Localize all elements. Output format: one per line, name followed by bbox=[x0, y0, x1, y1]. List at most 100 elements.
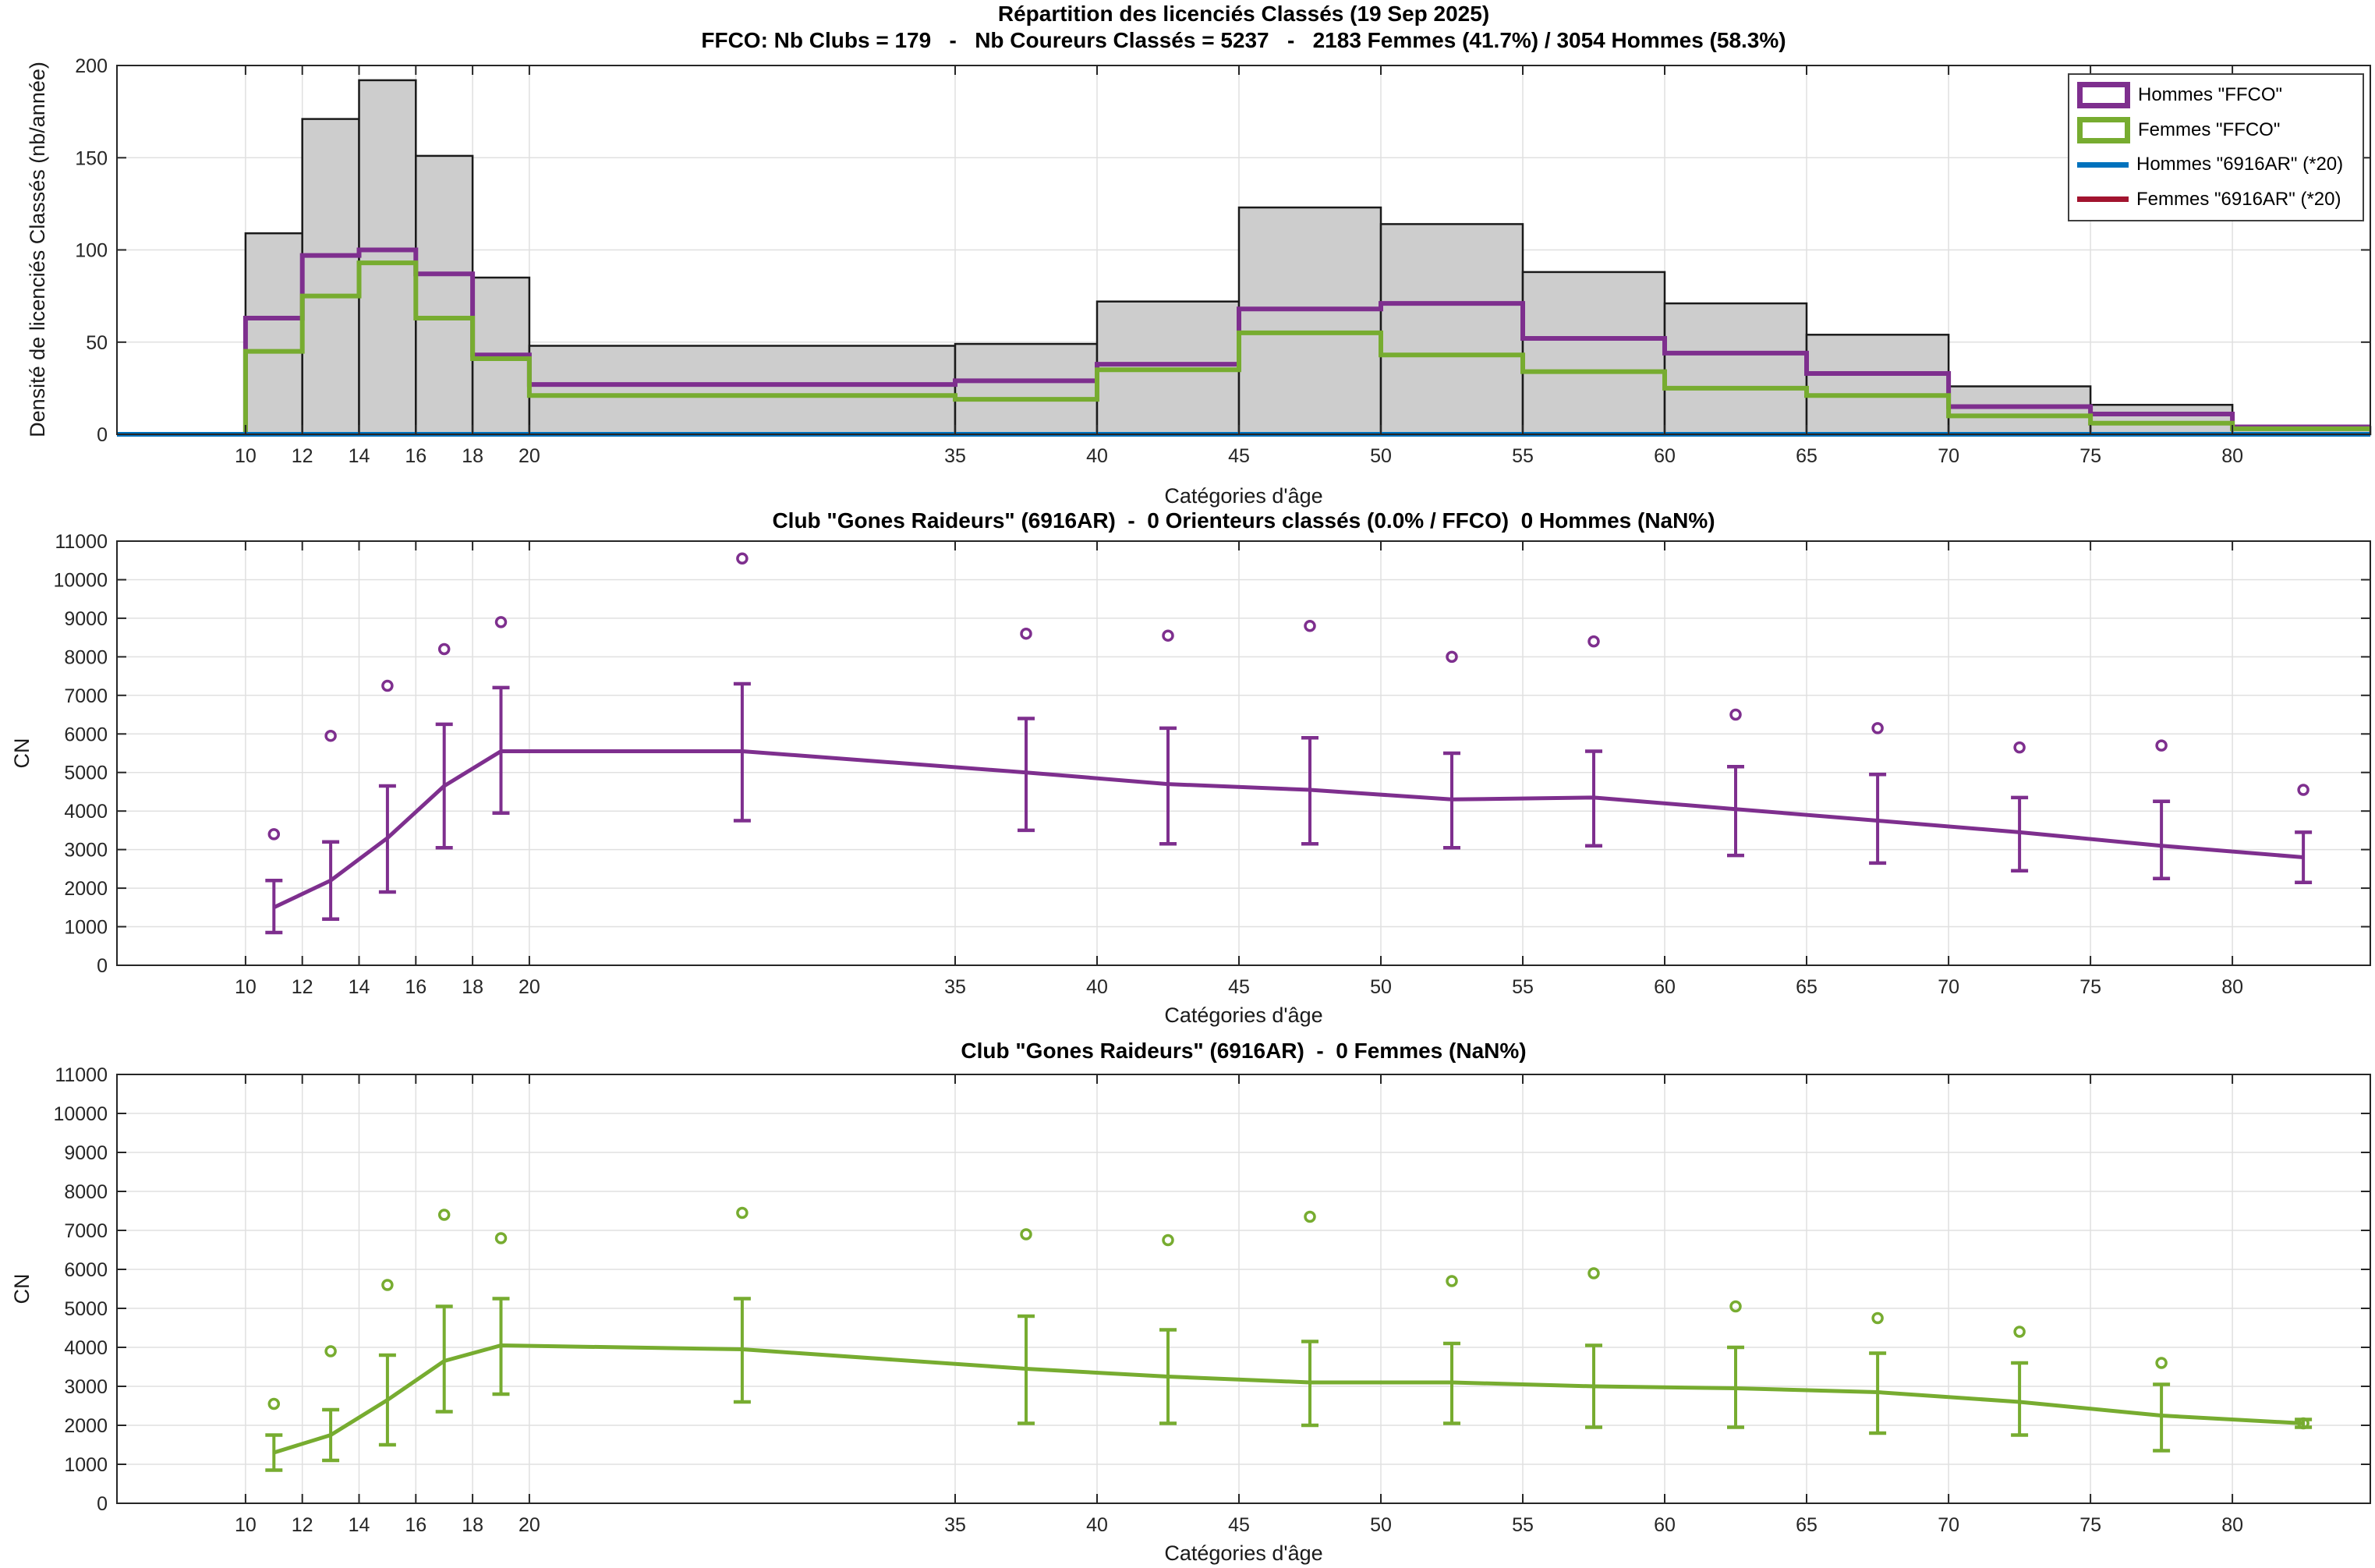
x-tick-label: 75 bbox=[2079, 976, 2101, 998]
y-tick-label: 5000 bbox=[64, 1298, 108, 1320]
x-tick-label: 65 bbox=[1796, 976, 1818, 998]
x-tick-label: 60 bbox=[1654, 976, 1676, 998]
x-tick-label: 18 bbox=[462, 1514, 483, 1536]
x-tick-label: 14 bbox=[349, 445, 370, 467]
legend-swatch-box bbox=[2077, 116, 2130, 143]
hist-x-axis-label: Catégories d'âge bbox=[1164, 484, 1323, 508]
x-tick-label: 18 bbox=[462, 445, 483, 467]
y-tick-label: 100 bbox=[75, 240, 108, 262]
x-tick-label: 75 bbox=[2079, 1514, 2101, 1536]
y-tick-label: 8000 bbox=[64, 646, 108, 668]
y-tick-label: 7000 bbox=[64, 1220, 108, 1242]
x-tick-label: 20 bbox=[519, 445, 540, 467]
legend-swatch-box bbox=[2077, 82, 2130, 109]
x-tick-label: 45 bbox=[1228, 445, 1250, 467]
y-tick-label: 3000 bbox=[64, 840, 108, 862]
y-tick-label: 6000 bbox=[64, 724, 108, 745]
y-tick-label: 4000 bbox=[64, 801, 108, 823]
y-tick-label: 200 bbox=[75, 55, 108, 77]
legend-item: Femmes "6916AR" (*20) bbox=[2077, 184, 2363, 215]
x-tick-label: 80 bbox=[2221, 445, 2243, 467]
figure-title-line1: Répartition des licenciés Classés (19 Se… bbox=[997, 2, 1490, 26]
x-tick-label: 60 bbox=[1654, 445, 1676, 467]
hommes-y-axis-label: CN bbox=[10, 738, 34, 769]
femmes-y-axis-label: CN bbox=[10, 1273, 34, 1304]
legend-item: Hommes "6916AR" (*20) bbox=[2077, 149, 2363, 180]
figure-title-line2: FFCO: Nb Clubs = 179 - Nb Coureurs Class… bbox=[701, 28, 1786, 52]
y-tick-label: 9000 bbox=[64, 1142, 108, 1164]
x-tick-label: 50 bbox=[1370, 1514, 1392, 1536]
legend-label: Femmes "FFCO" bbox=[2138, 119, 2281, 140]
x-tick-label: 80 bbox=[2221, 976, 2243, 998]
x-tick-label: 14 bbox=[349, 976, 370, 998]
x-tick-label: 20 bbox=[519, 976, 540, 998]
y-tick-label: 11000 bbox=[55, 1064, 108, 1086]
y-tick-label: 10000 bbox=[53, 570, 108, 592]
legend-label: Femmes "6916AR" (*20) bbox=[2136, 188, 2341, 210]
y-tick-label: 4000 bbox=[64, 1337, 108, 1359]
hommes-chart-title: Club "Gones Raideurs" (6916AR) - 0 Orien… bbox=[772, 508, 1715, 533]
x-tick-label: 10 bbox=[235, 976, 257, 998]
x-tick-label: 70 bbox=[1938, 976, 1959, 998]
x-tick-label: 80 bbox=[2221, 1514, 2243, 1536]
legend-label: Hommes "6916AR" (*20) bbox=[2136, 154, 2344, 175]
y-tick-label: 1000 bbox=[64, 1454, 108, 1476]
hommes-x-axis-label: Catégories d'âge bbox=[1164, 1003, 1323, 1027]
y-tick-label: 8000 bbox=[64, 1181, 108, 1203]
x-tick-label: 12 bbox=[292, 1514, 313, 1536]
x-tick-label: 70 bbox=[1938, 1514, 1959, 1536]
y-tick-label: 0 bbox=[97, 955, 108, 977]
y-tick-label: 0 bbox=[97, 1493, 108, 1515]
y-tick-label: 50 bbox=[86, 332, 108, 354]
x-tick-label: 20 bbox=[519, 1514, 540, 1536]
y-tick-label: 10000 bbox=[53, 1103, 108, 1125]
x-tick-label: 14 bbox=[349, 1514, 370, 1536]
femmes-chart-title: Club "Gones Raideurs" (6916AR) - 0 Femme… bbox=[961, 1039, 1527, 1063]
x-tick-label: 35 bbox=[944, 976, 966, 998]
femmes-x-axis-label: Catégories d'âge bbox=[1164, 1541, 1323, 1565]
y-tick-label: 6000 bbox=[64, 1259, 108, 1281]
x-tick-label: 12 bbox=[292, 445, 313, 467]
x-tick-label: 60 bbox=[1654, 1514, 1676, 1536]
legend-item: Hommes "FFCO" bbox=[2077, 80, 2363, 111]
y-tick-label: 2000 bbox=[64, 878, 108, 900]
x-tick-label: 10 bbox=[235, 445, 257, 467]
x-tick-label: 35 bbox=[944, 1514, 966, 1536]
x-tick-label: 12 bbox=[292, 976, 313, 998]
x-tick-label: 40 bbox=[1086, 1514, 1108, 1536]
y-tick-label: 1000 bbox=[64, 917, 108, 939]
y-tick-label: 9000 bbox=[64, 608, 108, 630]
legend-swatch-line bbox=[2077, 196, 2129, 203]
y-tick-label: 3000 bbox=[64, 1376, 108, 1398]
x-tick-label: 65 bbox=[1796, 445, 1818, 467]
x-tick-label: 55 bbox=[1512, 976, 1534, 998]
legend-swatch-line bbox=[2077, 161, 2129, 168]
x-tick-label: 40 bbox=[1086, 445, 1108, 467]
x-tick-label: 45 bbox=[1228, 976, 1250, 998]
y-tick-label: 5000 bbox=[64, 763, 108, 784]
x-tick-label: 50 bbox=[1370, 976, 1392, 998]
x-tick-label: 50 bbox=[1370, 445, 1392, 467]
y-tick-label: 0 bbox=[97, 424, 108, 446]
x-tick-label: 75 bbox=[2079, 445, 2101, 467]
x-tick-label: 16 bbox=[405, 976, 427, 998]
x-tick-label: 70 bbox=[1938, 445, 1959, 467]
x-tick-label: 10 bbox=[235, 1514, 257, 1536]
x-tick-label: 16 bbox=[405, 445, 427, 467]
y-tick-label: 2000 bbox=[64, 1415, 108, 1437]
legend-label: Hommes "FFCO" bbox=[2138, 84, 2283, 106]
legend: Hommes "FFCO" Femmes "FFCO" Hommes "6916AR… bbox=[2068, 73, 2364, 221]
y-tick-label: 150 bbox=[75, 147, 108, 169]
y-tick-label: 7000 bbox=[64, 685, 108, 707]
y-tick-label: 11000 bbox=[55, 531, 108, 553]
x-tick-label: 18 bbox=[462, 976, 483, 998]
hist-y-axis-label: Densité de licenciés Classés (nb/année) bbox=[26, 62, 49, 437]
x-tick-label: 45 bbox=[1228, 1514, 1250, 1536]
legend-item: Femmes "FFCO" bbox=[2077, 115, 2363, 146]
x-tick-label: 40 bbox=[1086, 976, 1108, 998]
x-tick-label: 35 bbox=[944, 445, 966, 467]
